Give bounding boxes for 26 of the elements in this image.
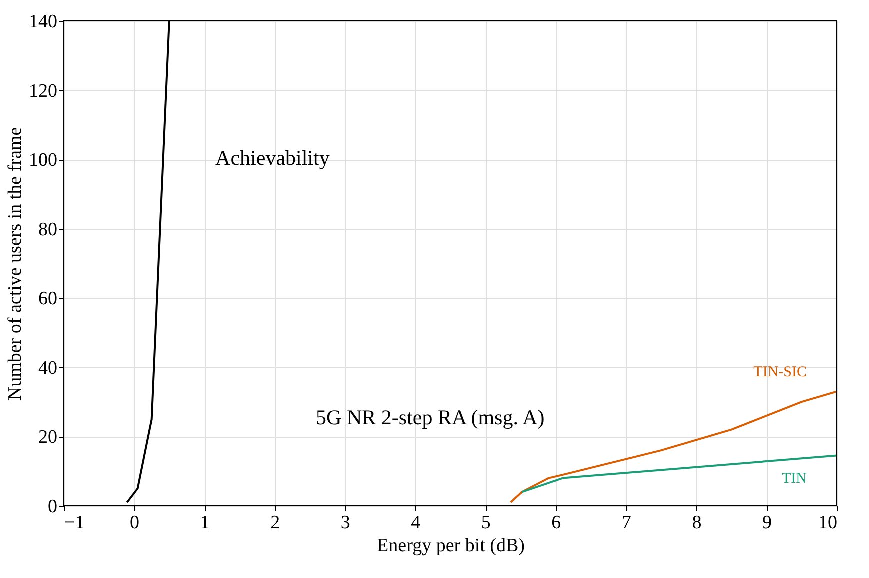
x-tick-label: 10 [818, 512, 838, 534]
x-tick-label: 9 [762, 512, 772, 534]
y-tick-label: 40 [38, 358, 58, 379]
y-tick-label: 100 [29, 150, 58, 172]
y-tick-label: 20 [38, 427, 58, 448]
series-label: TIN [782, 470, 808, 487]
x-tick-label: 2 [270, 512, 280, 534]
y-tick-label: 80 [38, 219, 58, 240]
x-tick-label: 1 [200, 512, 210, 534]
series-label: TIN-SIC [754, 364, 807, 381]
y-tick-label: 60 [38, 288, 58, 310]
annotation: Achievability [216, 146, 330, 170]
y-tick-label: 0 [48, 496, 58, 518]
y-tick-label: 140 [29, 12, 58, 32]
x-tick-label: 4 [411, 512, 422, 534]
x-tick-label: 8 [692, 512, 702, 534]
x-tick-label: −1 [64, 512, 85, 534]
x-tick-label: 6 [552, 512, 562, 534]
x-tick-label: 0 [130, 512, 140, 534]
y-axis-title: Number of active users in the frame [5, 127, 26, 401]
x-tick-label: 7 [622, 512, 632, 534]
y-tick-label: 120 [29, 80, 58, 102]
x-axis-title: Energy per bit (dB) [377, 536, 525, 556]
x-tick-label: 3 [340, 512, 350, 534]
annotation: 5G NR 2-step RA (msg. A) [316, 406, 545, 430]
x-tick-label: 5 [481, 512, 491, 534]
